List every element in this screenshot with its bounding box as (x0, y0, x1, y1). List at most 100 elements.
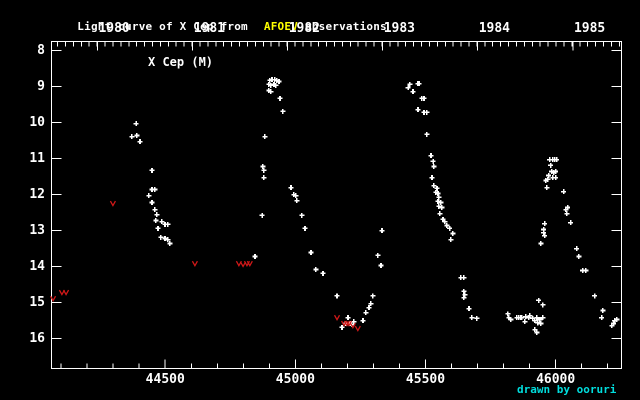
data-point (519, 315, 525, 321)
data-point (553, 175, 559, 181)
data-point (574, 246, 580, 252)
upper-limit-point (354, 325, 361, 332)
jd-label: 45500 (405, 372, 446, 387)
data-point (430, 158, 436, 164)
mag-label: 10 (29, 115, 45, 131)
data-point (439, 205, 445, 211)
data-point (378, 263, 384, 269)
data-point (508, 317, 514, 323)
data-point (466, 306, 472, 312)
mag-label: 12 (29, 187, 45, 203)
data-point (564, 211, 570, 217)
year-label: 1981 (193, 21, 225, 36)
data-point (308, 250, 314, 256)
data-point (540, 302, 546, 308)
mag-label: 16 (29, 331, 45, 347)
data-point (252, 253, 258, 259)
data-point (366, 305, 372, 311)
data-point (146, 193, 152, 199)
data-point (153, 217, 159, 223)
data-point (536, 297, 542, 303)
data-point (334, 293, 340, 299)
data-point (583, 268, 589, 274)
jd-label: 45000 (275, 372, 315, 387)
data-point (133, 121, 139, 127)
data-point (339, 324, 345, 330)
data-point (462, 292, 468, 298)
data-point (431, 183, 437, 189)
mag-label: 9 (37, 79, 45, 95)
mag-label: 15 (29, 295, 45, 311)
data-point (611, 320, 617, 326)
data-point (410, 89, 416, 95)
data-point (302, 225, 308, 231)
data-point (149, 167, 155, 173)
data-point (149, 199, 155, 205)
data-point (152, 187, 158, 193)
data-point (260, 163, 266, 169)
data-point (429, 175, 435, 181)
data-point (313, 266, 319, 272)
data-point (546, 172, 552, 178)
series-label: X Cep (M) (148, 55, 214, 69)
data-point (137, 139, 143, 145)
data-point (162, 235, 168, 241)
data-point (268, 82, 274, 88)
data-point (542, 233, 548, 239)
data-point (351, 319, 357, 325)
data-point (155, 225, 161, 231)
data-point (375, 252, 381, 258)
chart-title-highlight: AFOEV (263, 20, 298, 33)
mag-label: 8 (37, 43, 45, 58)
data-point (614, 317, 620, 323)
upper-limit-point (246, 260, 253, 268)
data-point (294, 198, 300, 204)
data-point (158, 234, 164, 240)
data-point (541, 230, 547, 236)
data-point (421, 95, 427, 101)
chart-title: Light curve of X Cep from AFOEV observatio… (50, 7, 387, 46)
data-point (363, 310, 369, 316)
data-point (447, 225, 453, 231)
data-point (461, 288, 467, 294)
data-point (523, 314, 529, 320)
data-point (415, 107, 421, 113)
data-point (542, 221, 548, 227)
data-point (576, 253, 582, 259)
data-point (345, 315, 351, 321)
upper-limit-point (333, 314, 341, 322)
data-point (273, 82, 279, 88)
upper-limit-point (343, 320, 350, 327)
data-point (261, 175, 267, 181)
data-point (444, 223, 450, 229)
data-point (544, 185, 550, 191)
credit-text: drawn by ooruri (517, 383, 617, 396)
data-point (416, 81, 422, 87)
data-point (368, 301, 374, 307)
data-point (134, 132, 140, 138)
data-point (522, 319, 528, 325)
data-point (442, 219, 448, 225)
data-point (434, 185, 440, 191)
data-point (437, 211, 443, 217)
data-point (424, 131, 430, 137)
data-point (534, 315, 540, 321)
data-point (538, 241, 544, 247)
year-label: 1984 (478, 21, 510, 36)
year-label: 1982 (288, 21, 320, 36)
data-point (554, 157, 560, 163)
data-point (261, 167, 267, 173)
data-point (431, 163, 437, 169)
data-point (436, 194, 442, 200)
chart-title-prefix: Light curve of X Cep from (77, 20, 248, 33)
data-point (537, 317, 543, 323)
data-point (259, 212, 265, 218)
upper-limit-point (345, 320, 353, 327)
data-point (428, 153, 434, 159)
data-point (568, 220, 574, 226)
data-point (553, 169, 559, 175)
data-point (461, 275, 467, 281)
upper-limit-point (191, 260, 198, 268)
